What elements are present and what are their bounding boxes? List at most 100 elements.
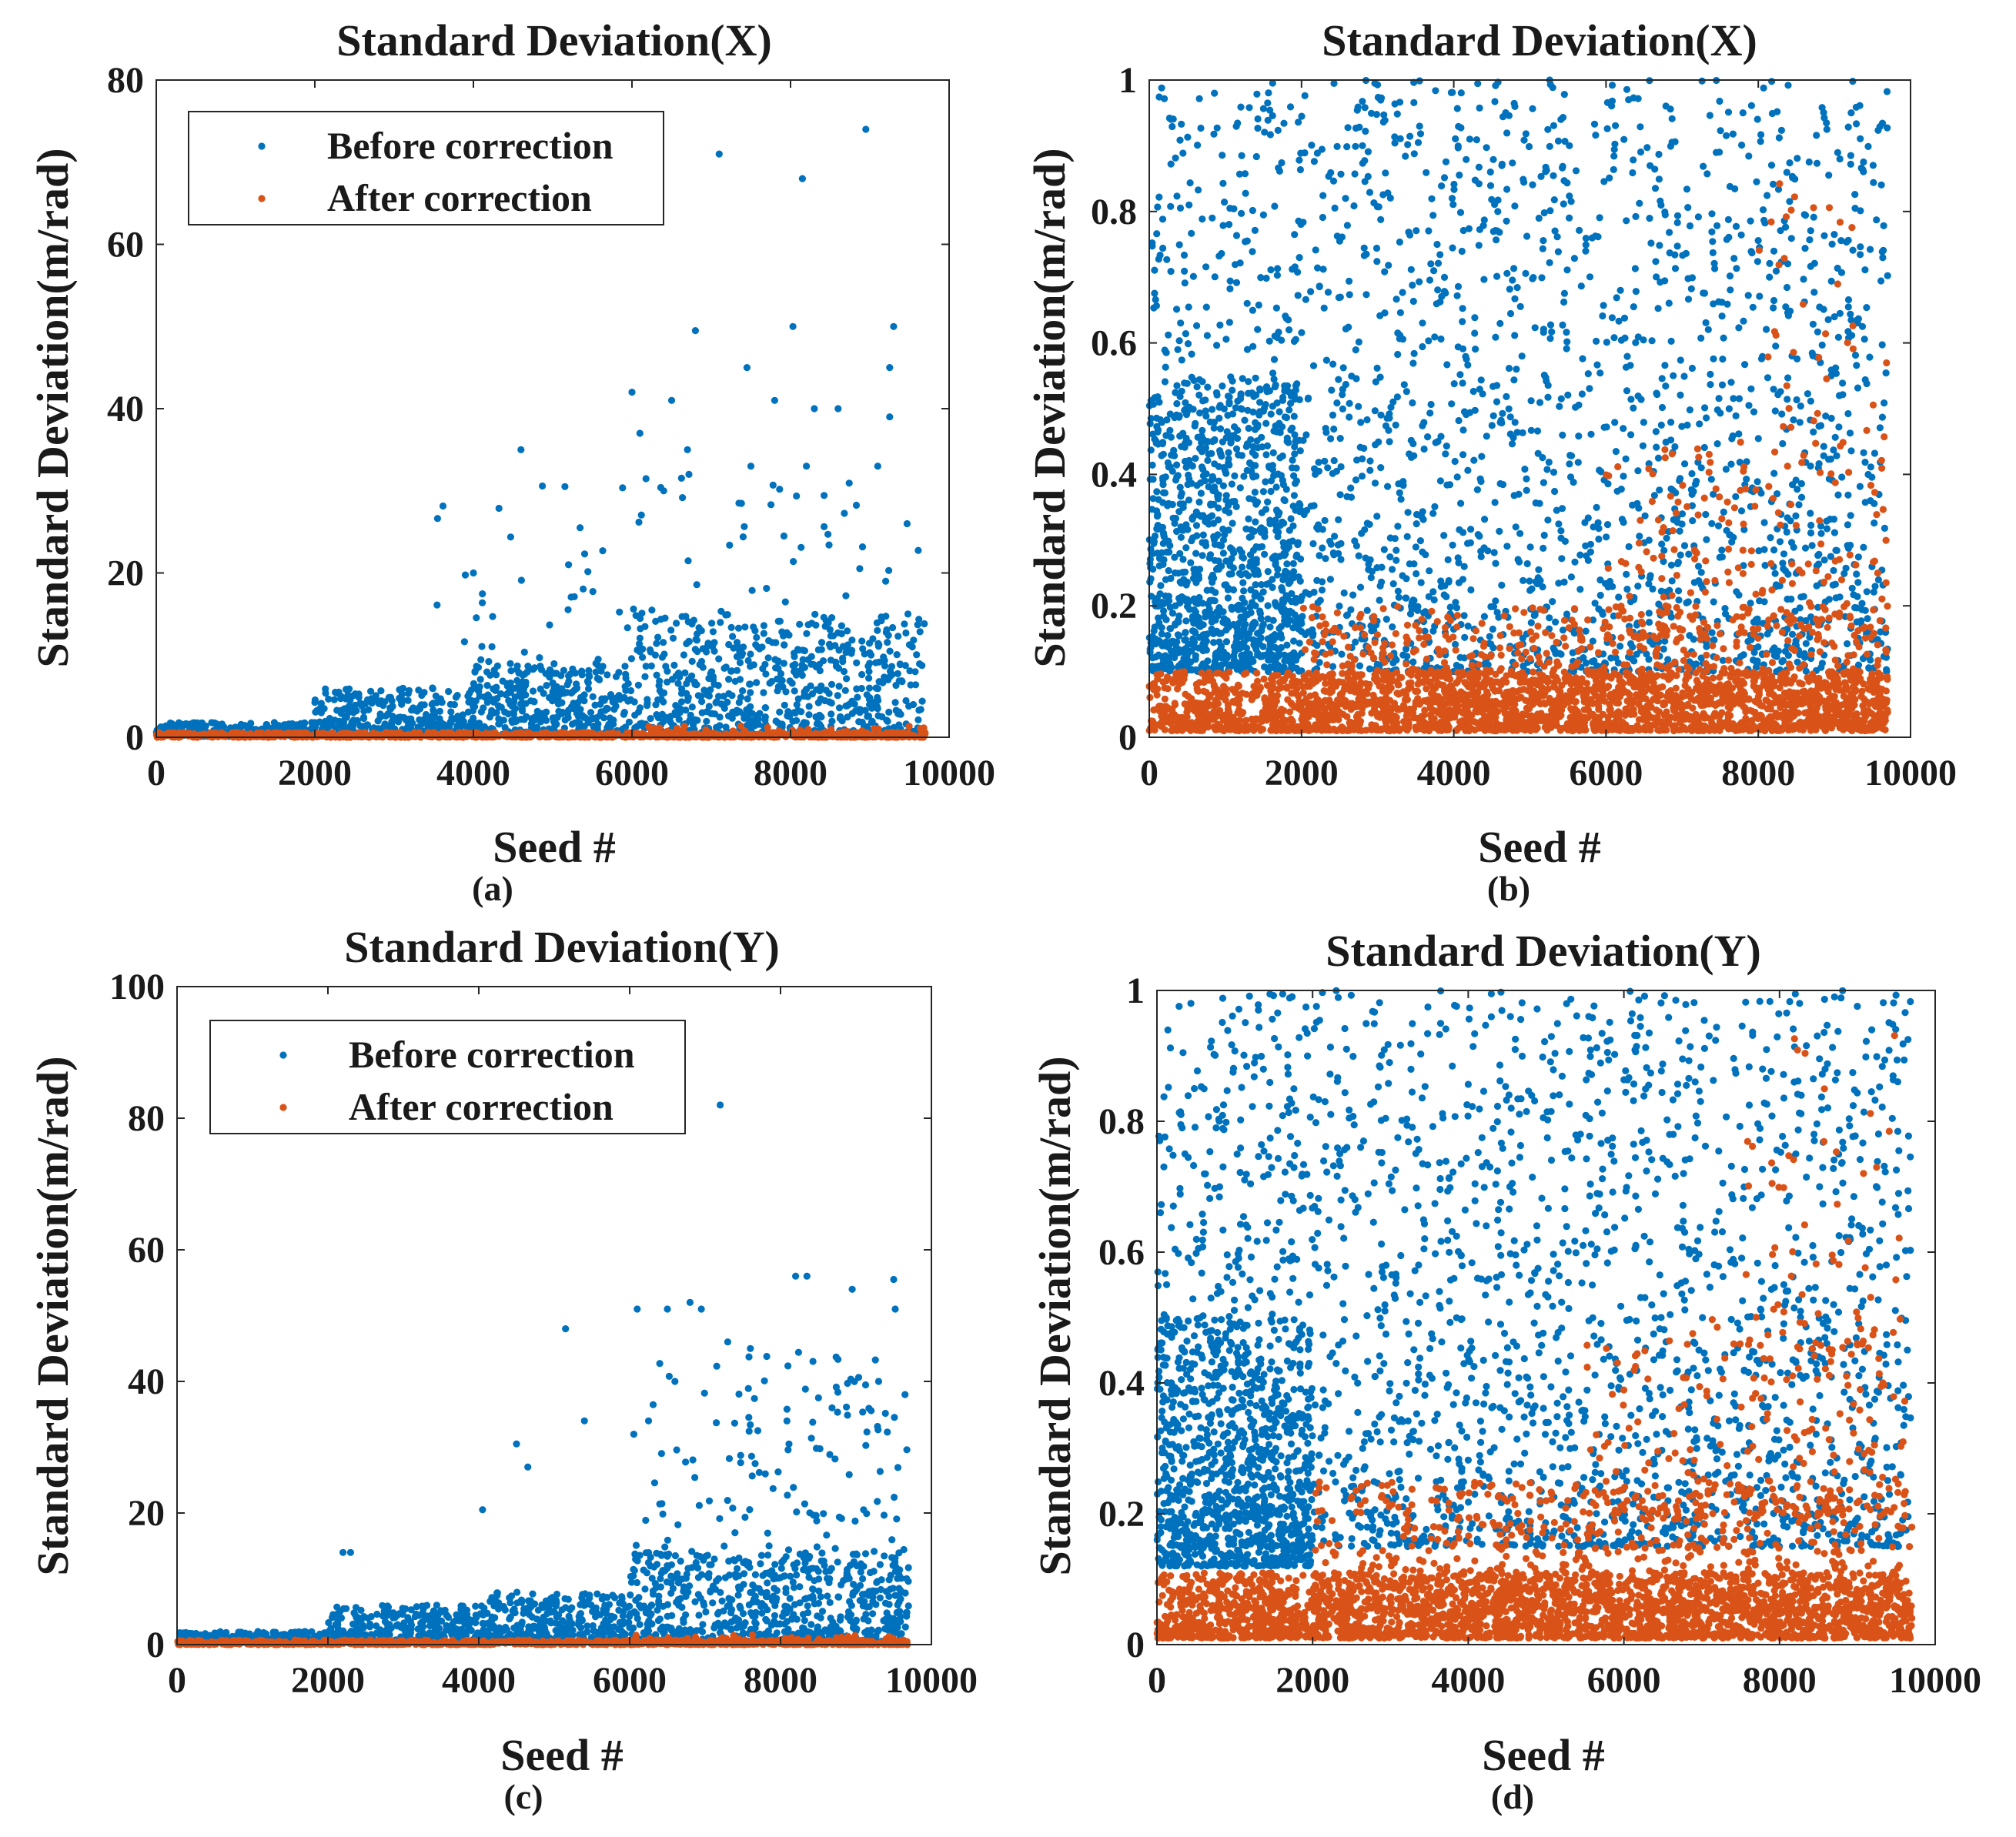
data-point [1352, 142, 1359, 150]
data-point [814, 699, 822, 706]
data-point [754, 711, 761, 720]
data-point [1225, 461, 1233, 469]
data-point [1208, 625, 1215, 633]
data-point [1224, 594, 1232, 602]
data-point [1211, 89, 1219, 97]
data-point [1147, 545, 1155, 553]
data-point [1854, 579, 1862, 586]
data-point [1391, 100, 1399, 108]
data-point [517, 446, 525, 454]
data-point [511, 693, 519, 701]
data-point [1173, 399, 1181, 408]
data-point [636, 648, 644, 656]
data-point [1396, 309, 1404, 316]
data-point [1219, 549, 1227, 557]
data-point [580, 585, 587, 593]
data-point [1245, 424, 1252, 433]
data-point [1279, 393, 1287, 401]
data-point [1363, 416, 1371, 424]
data-point [1809, 320, 1817, 328]
data-point [1185, 303, 1192, 311]
data-point [680, 651, 688, 659]
data-point [402, 716, 410, 723]
data-point [1361, 178, 1369, 185]
data-point [1206, 551, 1215, 559]
data-point [668, 676, 677, 683]
data-point [1801, 544, 1810, 552]
data-point [1492, 559, 1499, 567]
data-point [1754, 115, 1761, 123]
data-point [1801, 212, 1810, 219]
data-point [574, 699, 582, 706]
data-point [576, 719, 583, 727]
data-point [1463, 155, 1470, 163]
data-point [1176, 500, 1184, 508]
data-point [641, 673, 649, 680]
data-point [1331, 204, 1339, 212]
data-point [1849, 78, 1857, 85]
data-point [894, 710, 902, 718]
data-point [827, 710, 835, 718]
data-point [1805, 158, 1813, 166]
data-point [1651, 185, 1660, 192]
data-point [1244, 406, 1252, 414]
data-point [1867, 463, 1874, 471]
data-point [1204, 383, 1212, 391]
data-point [753, 679, 761, 686]
data-point [652, 617, 660, 626]
data-point [891, 699, 899, 706]
data-point [1280, 496, 1288, 504]
data-point [884, 631, 892, 640]
data-point [1202, 407, 1209, 415]
data-point [1252, 518, 1259, 526]
data-point [638, 610, 646, 617]
data-point [1269, 576, 1276, 583]
data-point [685, 470, 693, 479]
data-point [607, 691, 615, 699]
data-point [262, 732, 269, 740]
data-point [672, 702, 680, 710]
data-point [1870, 179, 1877, 186]
data-point [1416, 130, 1425, 138]
data-point [1703, 536, 1710, 543]
data-point [1847, 109, 1855, 117]
data-point [1455, 416, 1463, 425]
data-point [1523, 486, 1530, 494]
data-point [453, 723, 461, 730]
data-point [1245, 495, 1253, 503]
data-point [1463, 356, 1470, 363]
data-point [1451, 457, 1459, 466]
data-point [424, 720, 433, 728]
data-point [751, 722, 759, 730]
data-point [708, 620, 716, 627]
data-point [1715, 395, 1723, 402]
data-point [1192, 656, 1199, 663]
data-point [450, 701, 459, 709]
data-point [1703, 170, 1711, 178]
data-point [1395, 480, 1403, 488]
data-point [1182, 617, 1190, 625]
data-point [1212, 389, 1221, 396]
data-point [1596, 369, 1604, 377]
data-point [1740, 317, 1747, 325]
data-point [1782, 223, 1790, 231]
data-point [460, 638, 469, 646]
data-point [332, 688, 339, 696]
data-point [1175, 594, 1183, 603]
data-point [873, 619, 881, 627]
data-point [1204, 657, 1212, 665]
data-point [835, 704, 844, 712]
data-point [1527, 426, 1535, 434]
data-point [874, 725, 882, 733]
data-point [841, 686, 849, 694]
data-point [1182, 629, 1189, 637]
data-point [1575, 401, 1583, 409]
data-point [1315, 467, 1323, 475]
data-point [251, 733, 259, 740]
data-point [1784, 374, 1792, 382]
data-point [621, 663, 629, 670]
data-point [917, 706, 924, 713]
data-point [470, 680, 478, 687]
data-point [1532, 578, 1540, 586]
